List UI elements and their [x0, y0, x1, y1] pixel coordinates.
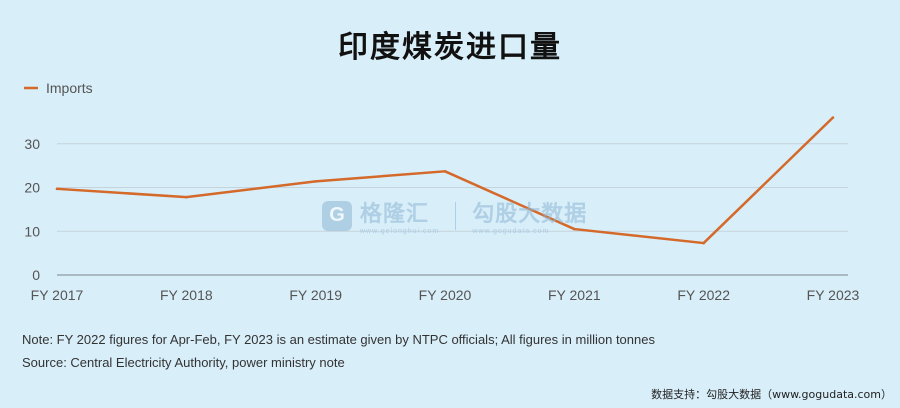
data-point [702, 241, 705, 245]
chart-title: 印度煤炭进口量 [338, 30, 562, 65]
x-tick-label: FY 2022 [677, 287, 730, 303]
x-tick-label: FY 2023 [807, 287, 860, 303]
y-tick-label: 30 [24, 136, 40, 152]
y-tick-label: 20 [24, 180, 40, 196]
x-tick-label: FY 2017 [31, 287, 84, 303]
data-point [573, 227, 576, 231]
x-tick-label: FY 2018 [160, 287, 213, 303]
data-point [314, 180, 317, 183]
x-tick-label: FY 2020 [419, 287, 472, 303]
series-line-imports [56, 116, 834, 245]
chart-note: Note: FY 2022 figures for Apr-Feb, FY 20… [22, 332, 655, 347]
legend-label: Imports [46, 80, 93, 96]
legend: Imports [24, 80, 93, 96]
y-tick-label: 10 [24, 223, 40, 239]
series-layer [55, 116, 835, 245]
data-point [443, 170, 447, 173]
gridlines [57, 143, 848, 276]
y-tick-label: 0 [32, 267, 40, 283]
data-support-footer: 数据支持：勾股大数据（www.gogudata.com） [651, 388, 892, 401]
data-point [185, 195, 188, 199]
x-axis-ticks: FY 2017 FY 2018 FY 2019 FY 2020 FY 2021 FY 20… [31, 287, 860, 303]
x-tick-label: FY 2019 [289, 287, 342, 303]
data-point [55, 187, 59, 191]
chart-source: Source: Central Electricity Authority, p… [22, 355, 345, 370]
y-axis-ticks: 0 10 20 30 [24, 136, 40, 283]
data-point [831, 116, 835, 119]
x-tick-label: FY 2021 [548, 287, 601, 303]
